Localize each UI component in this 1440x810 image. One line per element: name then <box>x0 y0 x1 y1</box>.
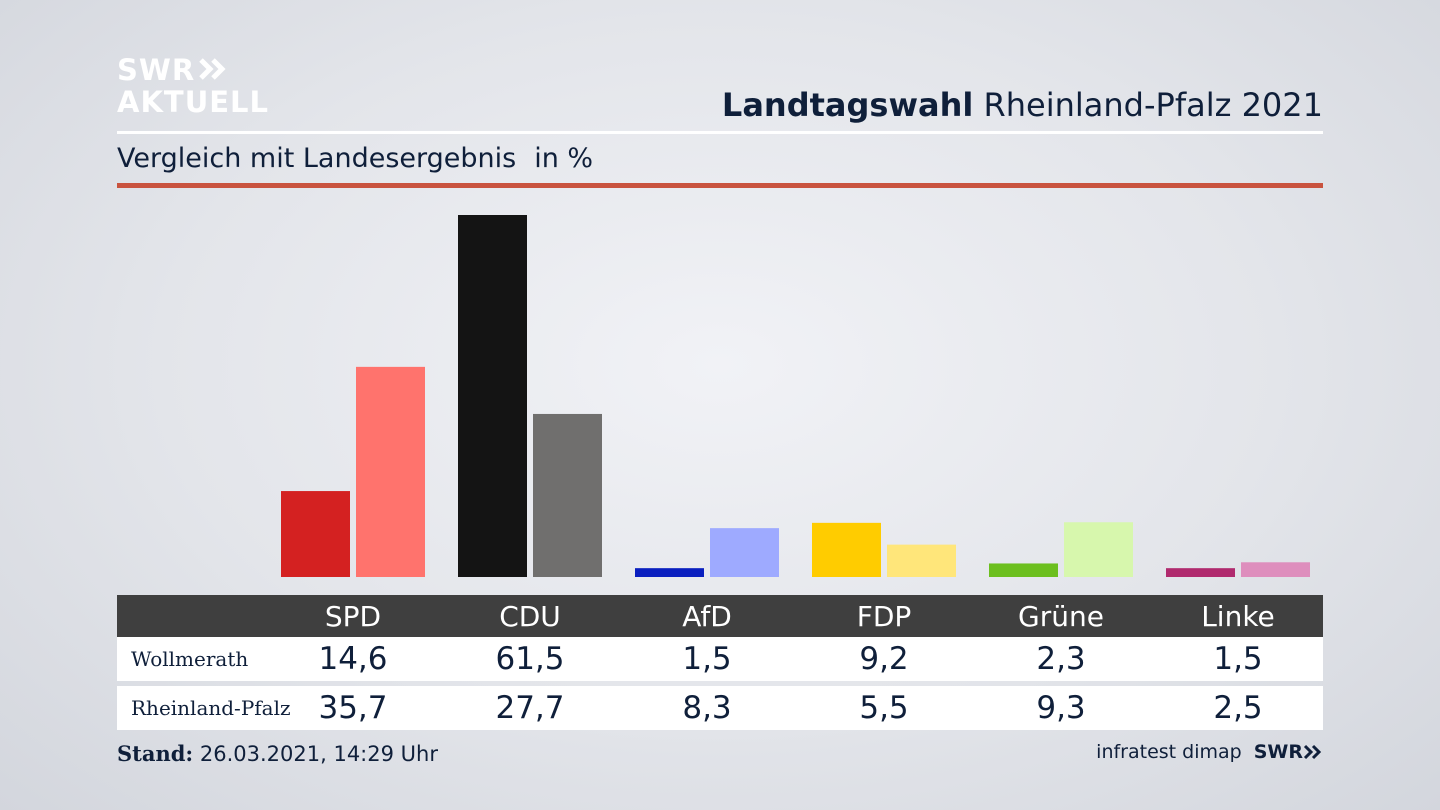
header-fdp: FDP <box>856 599 912 633</box>
source-credit: infratest dimap SWR <box>1096 741 1323 763</box>
value-cell: 27,7 <box>495 690 565 726</box>
subtitle-text: Vergleich mit Landesergebnis <box>117 143 517 174</box>
double-chevron-icon <box>199 54 227 86</box>
source-text: infratest dimap <box>1096 741 1242 763</box>
bar-fdp-state <box>887 544 956 577</box>
bar-grne-local <box>989 563 1058 577</box>
title-rest: Rheinland-Pfalz 2021 <box>983 86 1323 124</box>
header-spd: SPD <box>324 599 382 633</box>
bar-fdp-local <box>812 522 881 577</box>
bar-linke-state <box>1241 562 1310 577</box>
bar-chart <box>281 215 1310 577</box>
bar-spd-local <box>281 491 350 577</box>
table-row: Rheinland-Pfalz 35,7 27,7 8,3 5,5 9,3 2,5 <box>117 686 1323 730</box>
value-cell: 1,5 <box>1213 641 1263 677</box>
header-afd: AfD <box>682 599 732 633</box>
accent-divider <box>117 183 1323 188</box>
value-cell: 9,3 <box>1036 690 1086 726</box>
bar-afd-state <box>710 528 779 577</box>
bar-linke-local <box>1166 568 1235 577</box>
bar-cdu-local <box>458 215 527 577</box>
table-header: SPD CDU AfD FDP Grüne Linke <box>117 595 1323 637</box>
value-cell: 14,6 <box>318 641 388 677</box>
bar-cdu-state <box>533 413 602 577</box>
value-cell: 1,5 <box>682 641 732 677</box>
bar-grne-state <box>1064 522 1133 577</box>
stand-label: Stand: <box>117 741 194 766</box>
swr-aktuell-logo: SWR AKTUELL <box>117 54 269 118</box>
row-label: Rheinland-Pfalz <box>131 696 291 720</box>
value-cell: 61,5 <box>495 641 565 677</box>
table-row: Wollmerath 14,6 61,5 1,5 9,2 2,3 1,5 <box>117 637 1323 681</box>
value-cell: 2,5 <box>1213 690 1263 726</box>
value-cell: 35,7 <box>318 690 388 726</box>
title-divider <box>117 131 1323 134</box>
header-linke: Linke <box>1201 599 1275 633</box>
title-bold: Landtagswahl <box>721 86 974 124</box>
timestamp: Stand: 26.03.2021, 14:29 Uhr <box>117 741 438 766</box>
bar-spd-state <box>356 366 425 577</box>
brand-text: SWR <box>1253 741 1303 763</box>
value-cell: 8,3 <box>682 690 732 726</box>
page-title: Landtagswahl Rheinland-Pfalz 2021 <box>722 86 1323 124</box>
value-cell: 2,3 <box>1036 641 1086 677</box>
value-cell: 9,2 <box>859 641 909 677</box>
stand-value: 26.03.2021, 14:29 Uhr <box>199 742 438 766</box>
logo-line1: SWR <box>117 53 196 87</box>
subtitle-unit: in % <box>534 143 594 174</box>
row-label: Wollmerath <box>131 647 249 671</box>
logo-line2: AKTUELL <box>117 85 270 119</box>
double-chevron-icon <box>1303 744 1322 760</box>
header-cdu: CDU <box>499 599 561 633</box>
value-cell: 5,5 <box>859 690 909 726</box>
chart-subtitle: Vergleich mit Landesergebnis in % <box>117 143 593 174</box>
bar-afd-local <box>635 568 704 577</box>
results-table: SPD CDU AfD FDP Grüne Linke Wollmerath 14,6 61… <box>117 595 1323 730</box>
header-grne: Grüne <box>1018 599 1104 633</box>
swr-brand: SWR <box>1254 741 1323 763</box>
